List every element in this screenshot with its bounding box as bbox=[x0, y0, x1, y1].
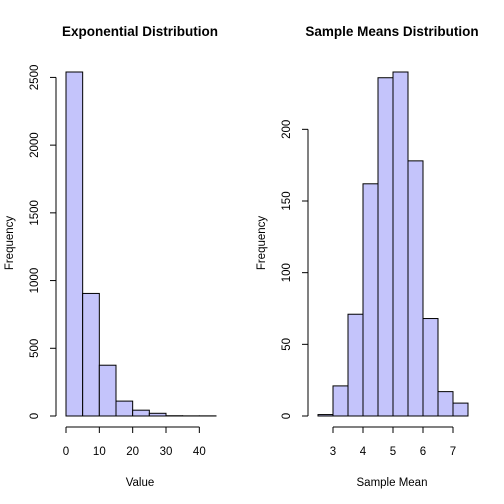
x-tick-label: 3 bbox=[330, 446, 336, 458]
histogram-bar bbox=[423, 319, 438, 416]
y-tick-label: 1000 bbox=[29, 268, 41, 294]
x-axis: 3 4 5 6 7 bbox=[330, 427, 456, 458]
y-axis: 0 500 1000 1500 2000 2500 bbox=[29, 65, 56, 420]
histogram-bar bbox=[363, 184, 378, 416]
histogram-bar bbox=[348, 314, 363, 416]
y-tick-label: 0 bbox=[29, 413, 41, 419]
x-tick-label: 7 bbox=[450, 446, 456, 458]
x-axis-label: Value bbox=[126, 477, 155, 489]
histogram-bar bbox=[438, 392, 453, 416]
y-tick-label: 150 bbox=[281, 191, 293, 210]
y-tick-label: 50 bbox=[281, 338, 293, 351]
y-tick-label: 0 bbox=[281, 413, 293, 419]
histogram-bar bbox=[99, 365, 116, 416]
histogram-bar bbox=[393, 72, 408, 416]
y-tick-label: 2000 bbox=[29, 132, 41, 158]
y-tick-label: 500 bbox=[29, 339, 41, 358]
y-tick-label: 1500 bbox=[29, 200, 41, 226]
y-tick-label: 100 bbox=[281, 263, 293, 282]
histogram-bar bbox=[66, 72, 83, 416]
histogram-bar bbox=[83, 293, 100, 416]
x-tick-label: 0 bbox=[63, 446, 69, 458]
x-tick-label: 30 bbox=[160, 446, 173, 458]
chart-title: Exponential Distribution bbox=[62, 24, 218, 39]
bars-group bbox=[318, 72, 468, 416]
histogram-bar bbox=[149, 413, 166, 416]
x-tick-label: 20 bbox=[126, 446, 139, 458]
y-tick-label: 2500 bbox=[29, 65, 41, 91]
sample-means-histogram-panel: Sample Means Distribution Sample Mean Fr… bbox=[256, 24, 479, 489]
x-tick-label: 4 bbox=[360, 446, 367, 458]
x-tick-label: 10 bbox=[93, 446, 106, 458]
y-axis-label: Frequency bbox=[4, 216, 16, 271]
y-axis-label: Frequency bbox=[256, 216, 268, 271]
histogram-bar bbox=[133, 410, 150, 416]
histogram-bar bbox=[378, 78, 393, 416]
histogram-bar bbox=[408, 161, 423, 416]
histogram-bar bbox=[318, 415, 333, 416]
y-axis: 0 50 100 150 200 bbox=[281, 120, 308, 419]
y-tick-label: 200 bbox=[281, 120, 293, 139]
histogram-bar bbox=[333, 386, 348, 416]
x-tick-label: 40 bbox=[193, 446, 206, 458]
bars-group bbox=[66, 72, 216, 416]
exponential-histogram-panel: Exponential Distribution Value Frequency… bbox=[4, 24, 218, 489]
x-axis-label: Sample Mean bbox=[357, 477, 428, 489]
histogram-bar bbox=[116, 401, 133, 416]
x-axis: 0 10 20 30 40 bbox=[63, 427, 206, 458]
chart-title: Sample Means Distribution bbox=[305, 24, 478, 39]
x-tick-label: 6 bbox=[420, 446, 426, 458]
x-tick-label: 5 bbox=[390, 446, 396, 458]
histogram-bar bbox=[453, 403, 468, 416]
